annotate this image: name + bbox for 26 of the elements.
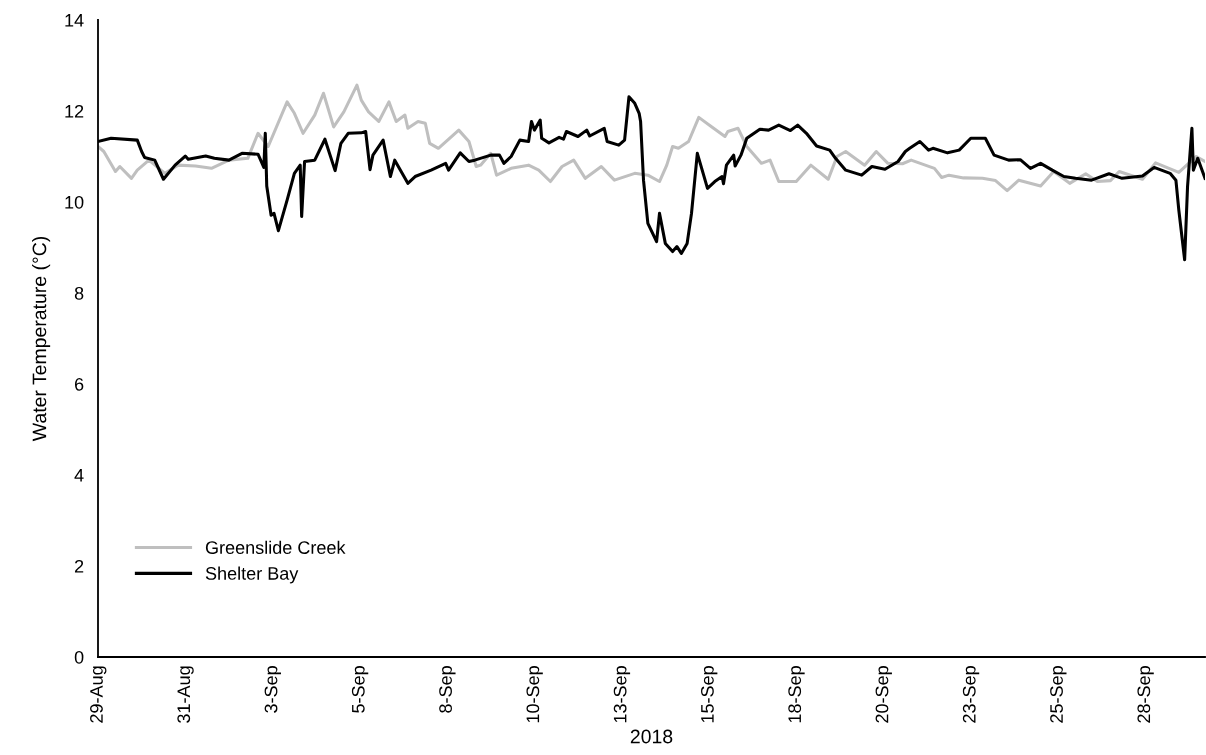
x-axis-title: 2018	[630, 729, 673, 744]
y-tick-label: 6	[74, 377, 84, 391]
x-tick-label: 5-Sep	[351, 666, 369, 713]
x-tick-label: 8-Sep	[439, 666, 456, 713]
y-tick-label: 14	[65, 14, 84, 27]
x-tick-label: 20-Sep	[875, 666, 892, 723]
x-tick-label: 3-Sep	[264, 666, 281, 713]
x-tick-label: 28-Sep	[1137, 666, 1154, 723]
y-tick-label: 4	[74, 469, 84, 482]
x-tick-label: 10-Sep	[526, 666, 543, 723]
line-series	[98, 83, 1205, 193]
x-tick-label: 18-Sep	[788, 666, 805, 723]
y-tick-label: 8	[74, 286, 84, 300]
y-axis-title: Water Temperature (°C)	[32, 236, 51, 442]
x-tick-label: 31-Aug	[177, 666, 194, 723]
y-tick-label: 0	[74, 650, 84, 664]
x-tick-label: 23-Sep	[962, 666, 980, 723]
x-tick-label: 29-Aug	[90, 666, 107, 723]
legend-label: Greenslide Creek	[205, 540, 346, 554]
x-tick-label: 15-Sep	[701, 666, 718, 723]
x-tick-label: 25-Sep	[1050, 666, 1067, 723]
legend-label: Shelter Bay	[205, 566, 299, 584]
x-tick-label: 13-Sep	[613, 666, 631, 723]
y-tick-label: 2	[74, 559, 84, 573]
y-tick-label: 12	[65, 104, 84, 118]
y-tick-label: 10	[65, 195, 84, 209]
